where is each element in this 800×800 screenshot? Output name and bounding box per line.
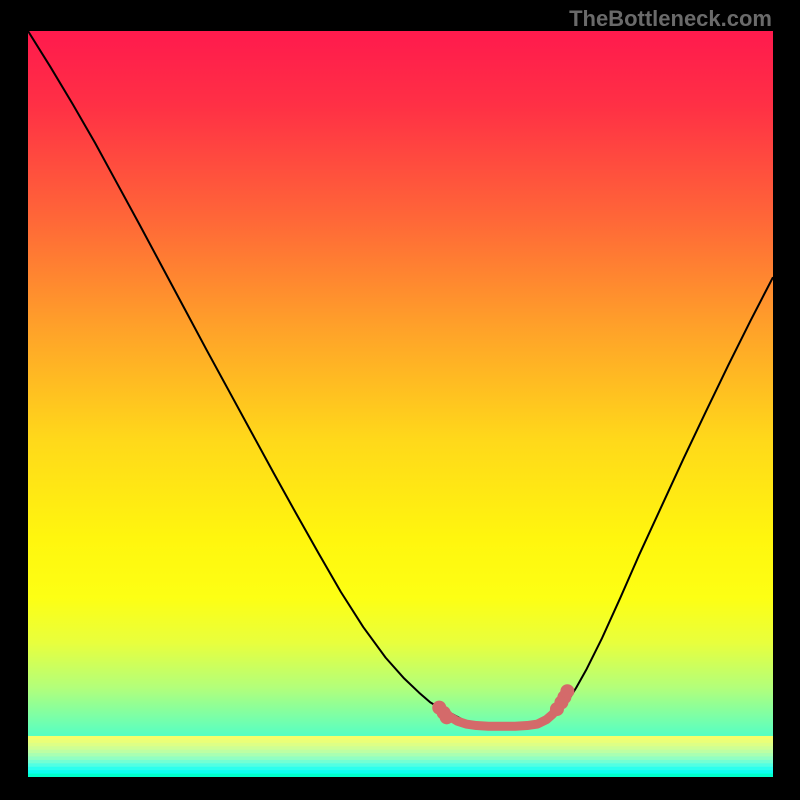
chart-container: TheBottleneck.com bbox=[0, 0, 800, 800]
plot-area bbox=[28, 31, 773, 777]
curve-overlay bbox=[28, 31, 773, 777]
watermark-text: TheBottleneck.com bbox=[569, 6, 772, 32]
